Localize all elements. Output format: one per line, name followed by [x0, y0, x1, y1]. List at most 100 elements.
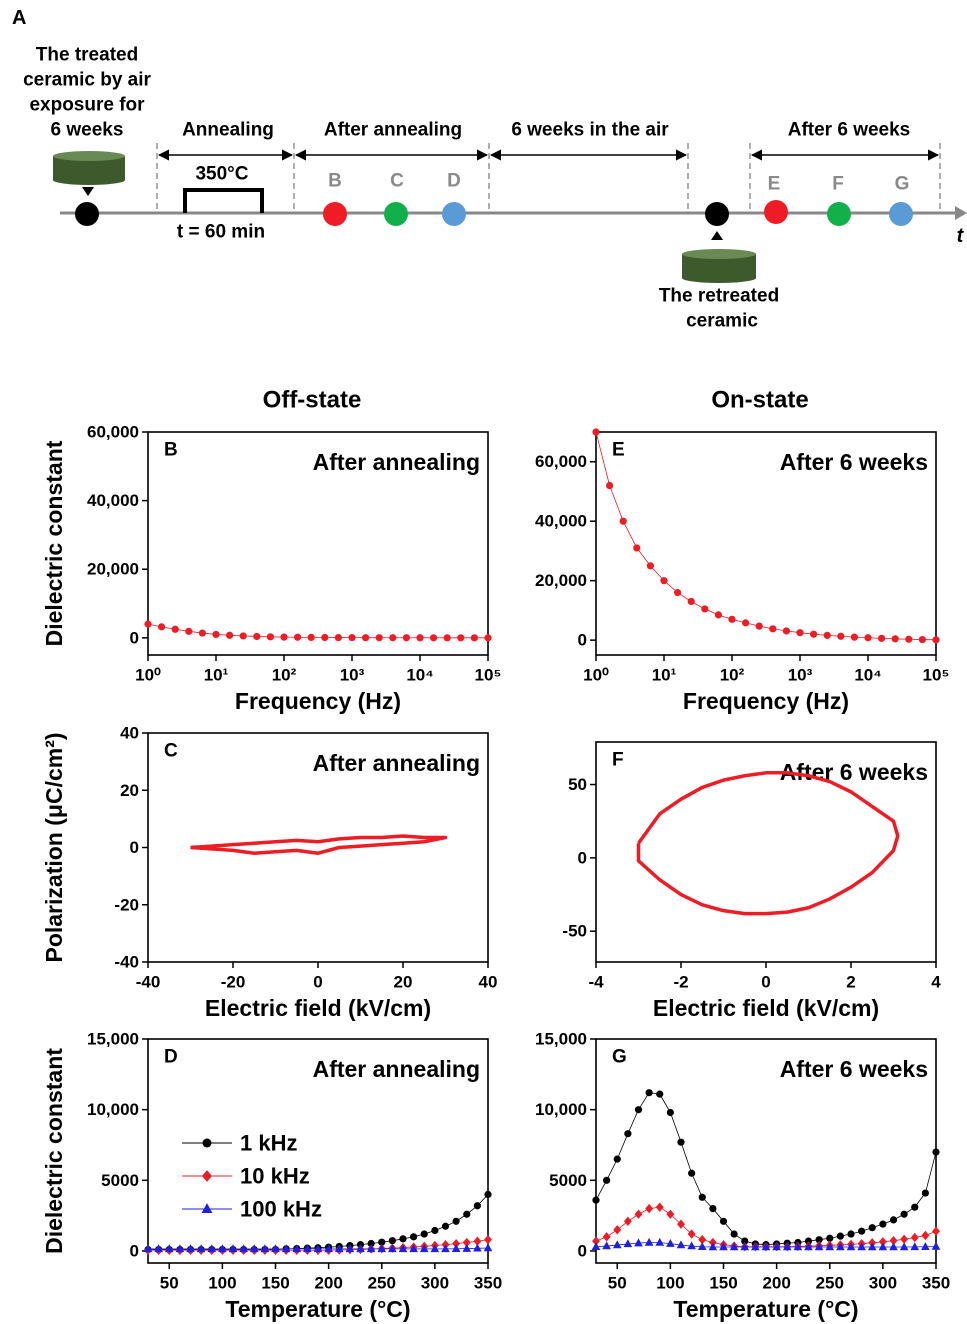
data-point — [837, 632, 845, 640]
y-tick-label: 0 — [578, 631, 587, 650]
data-point — [441, 1222, 450, 1230]
x-tick-label: 10¹ — [204, 666, 229, 685]
data-point — [623, 1216, 632, 1226]
panel-label: C — [164, 741, 178, 762]
data-point — [452, 1238, 461, 1249]
data-point — [602, 1241, 611, 1250]
data-point — [186, 1244, 195, 1253]
data-point — [836, 1232, 844, 1240]
y-axis-label: Polarization (μC/cm²) — [41, 732, 67, 962]
data-point — [666, 1108, 674, 1117]
series-line — [190, 834, 448, 855]
data-point — [910, 1232, 919, 1243]
data-point — [313, 1244, 323, 1253]
x-tick-label: 50 — [160, 1274, 179, 1293]
data-point — [399, 1235, 407, 1243]
data-point — [321, 633, 329, 642]
annealing-step — [183, 188, 264, 213]
data-point — [260, 1244, 270, 1253]
data-point — [769, 625, 777, 633]
data-point — [864, 634, 872, 642]
data-point — [226, 631, 234, 639]
time-arrow — [955, 206, 967, 220]
y-tick-label: 10,000 — [535, 1100, 587, 1119]
data-point — [804, 1237, 813, 1245]
x-tick-label: 10⁰ — [583, 666, 609, 685]
data-point — [857, 1242, 866, 1251]
x-tick-label: 250 — [816, 1274, 844, 1293]
point-label: G — [895, 174, 910, 195]
data-point — [905, 635, 913, 643]
data-point — [740, 1242, 750, 1251]
data-point — [782, 1242, 792, 1251]
x-tick-label: -4 — [588, 973, 604, 992]
data-point — [810, 630, 818, 638]
data-point — [398, 1244, 408, 1253]
data-point — [847, 1230, 855, 1238]
sample-point — [889, 202, 913, 226]
data-point — [171, 625, 179, 633]
x-tick-label: 100 — [656, 1274, 684, 1293]
data-point — [932, 636, 940, 644]
data-point — [292, 1244, 302, 1253]
sample-label: The treated — [36, 45, 138, 66]
plot-frame — [595, 431, 937, 656]
sample-point — [384, 202, 408, 226]
plot-frame — [147, 1038, 489, 1264]
data-point — [389, 634, 397, 642]
chart-title: After annealing — [313, 1056, 480, 1082]
x-tick-label: 10⁰ — [135, 666, 161, 685]
stage-label: Annealing — [182, 120, 274, 141]
data-point — [144, 620, 152, 628]
data-point — [207, 1244, 217, 1253]
legend-label: 1 kHz — [240, 1131, 297, 1156]
data-point — [878, 1237, 887, 1247]
y-tick-label: -20 — [114, 895, 139, 914]
data-point — [688, 1169, 696, 1177]
data-point — [823, 631, 831, 639]
sample-label: exposure for — [29, 95, 145, 116]
data-point — [698, 1193, 706, 1201]
data-point — [687, 597, 695, 606]
x-tick-label: 10³ — [340, 666, 365, 685]
data-point — [793, 1242, 803, 1251]
x-tick-label: 200 — [762, 1274, 790, 1293]
x-tick-label: 100 — [208, 1274, 236, 1293]
data-point — [348, 634, 356, 642]
chart-title: After 6 weeks — [780, 449, 928, 475]
y-tick-label: 20 — [120, 781, 139, 800]
data-point — [441, 1244, 450, 1253]
series-line — [636, 771, 900, 916]
x-tick-label: 10⁴ — [854, 666, 881, 685]
data-point — [212, 630, 220, 639]
data-point — [825, 1242, 835, 1251]
data-point — [655, 1202, 664, 1212]
x-tick-label: 200 — [314, 1274, 342, 1293]
data-point — [367, 1239, 375, 1248]
data-point — [592, 428, 600, 436]
point-label: D — [447, 171, 461, 192]
sample-point — [705, 202, 729, 226]
data-point — [676, 1240, 686, 1249]
data-point — [687, 1241, 696, 1250]
data-point — [761, 1242, 771, 1251]
data-point — [334, 633, 343, 642]
data-point — [473, 1243, 482, 1252]
panel-label: B — [164, 440, 178, 461]
sample-point — [764, 200, 788, 224]
series-line — [147, 623, 488, 639]
data-point — [666, 1238, 675, 1247]
data-point — [796, 629, 804, 637]
point-label: F — [832, 174, 844, 195]
data-point — [646, 562, 655, 570]
data-point — [889, 1216, 898, 1224]
chart-title: After annealing — [313, 449, 480, 475]
data-point — [484, 1190, 492, 1199]
data-point — [473, 1236, 482, 1246]
y-axis-label: Dielectric constant — [41, 1048, 67, 1254]
point-label: E — [768, 174, 781, 195]
y-tick-label: 20,000 — [535, 571, 587, 590]
data-point — [377, 1244, 387, 1253]
stage-label: After annealing — [324, 120, 462, 141]
data-point — [484, 1235, 492, 1245]
